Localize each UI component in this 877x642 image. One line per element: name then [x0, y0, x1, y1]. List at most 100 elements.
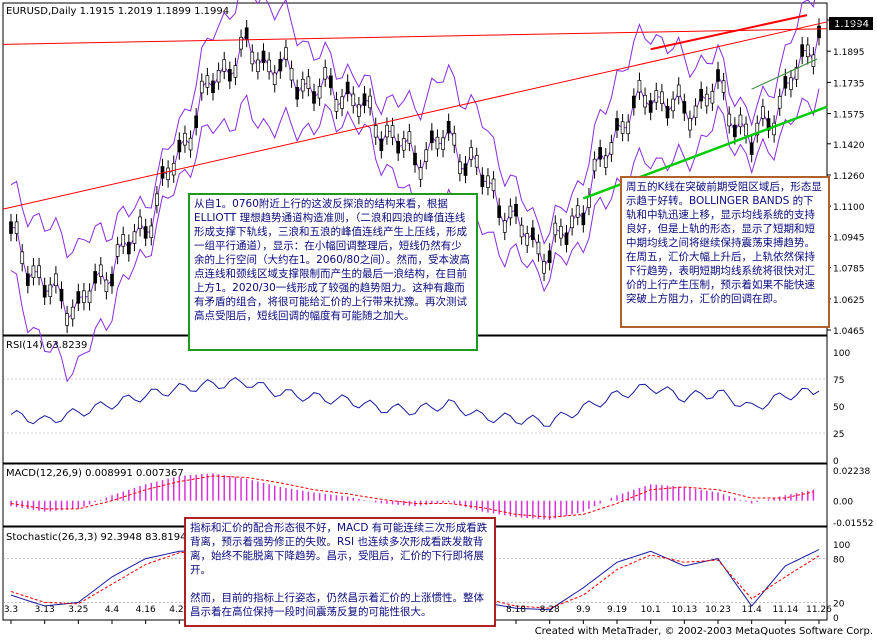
price-candle	[267, 59, 271, 73]
price-candle	[149, 225, 154, 239]
price-candle	[603, 155, 608, 168]
price-candle	[502, 220, 507, 233]
price-candle	[48, 284, 53, 297]
price-candle	[87, 290, 92, 304]
price-candle	[110, 273, 114, 287]
x-tick-label: 10.23	[705, 605, 731, 615]
price-candle	[463, 163, 468, 176]
macd-panel-header: MACD(12,26,9) 0.008991 0.007367	[6, 468, 184, 479]
macd-signal-line	[10, 475, 814, 518]
price-candle	[620, 121, 625, 134]
price-tick-label: 1.1420	[833, 141, 865, 151]
price-candle	[525, 233, 530, 246]
price-candle	[284, 47, 288, 60]
price-candle	[300, 78, 305, 92]
price-candle	[357, 104, 361, 117]
price-candle	[682, 101, 687, 114]
price-candle	[132, 231, 137, 244]
stoch-signal-line	[10, 550, 820, 609]
price-candle	[547, 250, 552, 263]
price-candle	[244, 27, 249, 40]
price-candle	[401, 138, 406, 151]
rsi-tick-label: 0	[833, 457, 839, 467]
price-candle	[727, 113, 732, 127]
price-tick-label: 1.0945	[833, 233, 865, 243]
x-tick-label: 11.4	[742, 605, 762, 615]
price-candle	[805, 44, 810, 58]
price-candle	[373, 125, 378, 138]
price-candle	[317, 85, 322, 99]
price-candle	[14, 221, 19, 234]
x-tick-label: 3.13	[35, 605, 55, 615]
x-tick-label: 3.25	[68, 605, 88, 615]
price-candle	[126, 241, 131, 255]
price-candle	[390, 125, 395, 138]
price-candle	[671, 98, 675, 112]
price-candle	[121, 234, 126, 247]
price-candle	[536, 241, 541, 255]
stoch-tick-label: 0	[833, 614, 839, 624]
price-candle	[379, 138, 384, 152]
price-tick-label: 1.1895	[833, 48, 865, 58]
price-candle	[239, 36, 243, 50]
price-candle	[486, 175, 490, 188]
price-candle	[334, 99, 339, 112]
plot-layer	[2, 0, 828, 611]
price-candle	[166, 167, 170, 181]
price-candle	[233, 65, 238, 78]
price-candle	[424, 149, 429, 162]
price-candle	[362, 93, 367, 106]
x-tick-label: 4.28	[169, 605, 189, 615]
price-candle	[648, 100, 653, 113]
price-candle	[70, 306, 75, 320]
macd-tick-label: 0.02238	[833, 467, 870, 477]
price-candle	[514, 204, 518, 217]
price-candle	[592, 158, 597, 172]
price-candle	[789, 77, 793, 90]
price-candle	[497, 205, 502, 218]
x-tick-label: 9.19	[607, 605, 627, 615]
price-candle	[261, 50, 266, 64]
price-candle	[328, 75, 333, 88]
price-candle	[441, 137, 445, 150]
price-candle	[9, 221, 13, 234]
price-candle	[676, 84, 681, 98]
price-candle	[54, 273, 58, 286]
price-tick-label: 1.1575	[833, 111, 865, 121]
price-candle	[345, 81, 350, 95]
rsi-tick-label: 50	[833, 403, 845, 413]
x-tick-label: 9.9	[576, 605, 591, 615]
macd-tick-label: -0.01552	[833, 519, 873, 529]
rsi-line	[10, 376, 820, 427]
price-candle	[817, 25, 821, 39]
x-tick-label: 3.3	[4, 605, 18, 615]
rsi-tick-label: 100	[833, 349, 850, 359]
price-candle	[452, 133, 457, 146]
price-candle	[42, 285, 47, 298]
price-candle	[289, 67, 294, 81]
x-tick-label: 8.28	[540, 605, 560, 615]
red-channel-line	[650, 14, 808, 51]
price-candle	[783, 76, 788, 89]
price-candle	[761, 106, 765, 119]
price-candle	[553, 222, 558, 236]
price-candle	[458, 161, 462, 174]
price-candle	[738, 114, 743, 128]
price-candle	[199, 80, 204, 94]
price-tick-label: 1.1260	[833, 172, 865, 182]
current-price-badge	[829, 17, 873, 30]
price-candle	[227, 69, 232, 82]
price-candle	[688, 118, 692, 131]
price-candle	[530, 227, 535, 240]
price-candle	[429, 130, 434, 143]
stoch-panel-header: Stochastic(26,3,3) 92.3948 83.8194	[6, 532, 186, 543]
price-candle	[222, 59, 227, 72]
price-candle	[306, 76, 311, 89]
stoch-tick-label: 20	[833, 599, 845, 609]
price-candle	[474, 155, 479, 168]
price-candle	[20, 251, 25, 264]
price-candle	[777, 96, 782, 109]
price-candle	[25, 273, 30, 286]
price-candle	[396, 141, 401, 154]
price-tick-label: 1.1735	[833, 79, 865, 89]
